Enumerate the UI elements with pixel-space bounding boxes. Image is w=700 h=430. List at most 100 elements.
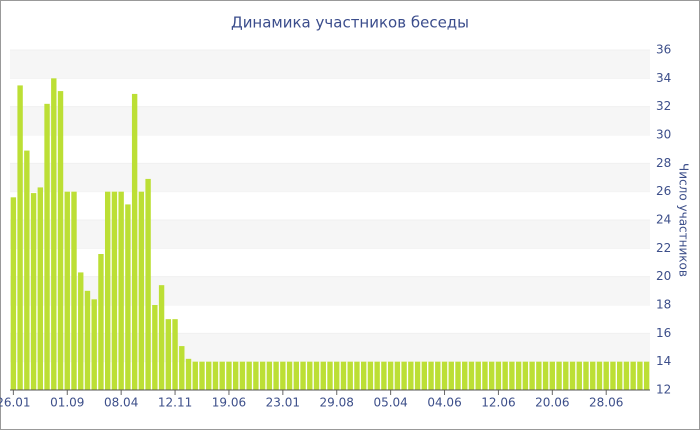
x-tick-label: 08.04 [104,396,138,410]
bar [542,361,549,390]
bar [414,361,421,390]
bar [448,361,454,390]
bar [603,361,609,390]
bar [300,361,306,390]
bar [104,191,111,390]
bar [616,361,623,390]
bar [286,361,293,390]
bar [145,178,151,390]
bar [421,361,428,390]
bar [347,361,353,390]
bar [30,193,37,390]
bar [199,361,205,390]
bar [57,91,64,390]
x-tick-label: 12.11 [158,396,192,410]
bar [563,361,569,390]
bar [259,361,266,390]
x-tick-label: 23.01 [266,396,300,410]
y-tick-label: 28 [656,156,671,170]
x-tick-label: 26.01 [0,396,31,410]
bar [630,361,636,390]
bar [360,361,367,390]
bar [569,361,576,390]
x-tick-label: 20.06 [535,396,569,410]
bar [226,361,232,390]
y-axis-title: Число участников [677,163,691,277]
bar [185,358,192,390]
x-tick-label: 01.09 [50,396,84,410]
bar [273,361,279,390]
y-tick-label: 36 [656,43,671,57]
bar [455,361,461,390]
grid-band [10,50,650,79]
bar [111,191,118,390]
bar [374,361,380,390]
bar [192,361,198,390]
bar [152,305,158,390]
bar [387,361,394,390]
bar [206,361,212,390]
bar [172,319,178,390]
x-tick-label: 04.06 [427,396,461,410]
y-tick-label: 16 [656,326,671,340]
bar [462,361,468,390]
bar [179,346,185,390]
bar [583,361,589,390]
bar [51,78,57,390]
bar [623,361,630,390]
bar [165,319,172,390]
y-tick-label: 18 [656,298,671,312]
bar [266,361,273,390]
bar [637,361,643,390]
y-tick-label: 32 [656,99,671,113]
bar [10,197,17,390]
bar [394,361,401,390]
bar [37,187,44,390]
bar [320,361,326,390]
x-tick-label: 19.06 [212,396,246,410]
bar [313,361,320,390]
bar [367,361,374,390]
bar [71,191,77,390]
chart-title: Динамика участников беседы [231,14,469,32]
bar [401,361,407,390]
bar [253,361,259,390]
bar [576,361,582,390]
bar [643,361,650,390]
y-tick-label: 12 [656,383,671,397]
x-tick-label: 28.06 [589,396,623,410]
bar [468,361,475,390]
grid-band [10,106,650,135]
bar [44,103,50,390]
bar [307,361,313,390]
bar [64,191,70,390]
bar [131,93,138,391]
bar [84,290,91,390]
bar [17,85,23,391]
bar [408,361,414,390]
bar [212,361,219,390]
bar [435,361,441,390]
bar [482,361,488,390]
y-tick-label: 30 [656,128,671,142]
bar [246,361,252,390]
bar [78,272,84,390]
y-tick-label: 22 [656,241,671,255]
bar [219,361,225,390]
bar [293,361,300,390]
bar [488,361,495,390]
y-tick-label: 34 [656,71,671,85]
x-tick-label: 29.08 [320,396,354,410]
bar [529,361,535,390]
bar [596,361,603,390]
bar [138,191,145,390]
bar [280,361,286,390]
bar [536,361,542,390]
y-tick-label: 26 [656,184,671,198]
bar [232,361,239,390]
bar [24,150,30,390]
bar [610,361,616,390]
y-tick-label: 14 [656,354,671,368]
bar [98,254,104,390]
